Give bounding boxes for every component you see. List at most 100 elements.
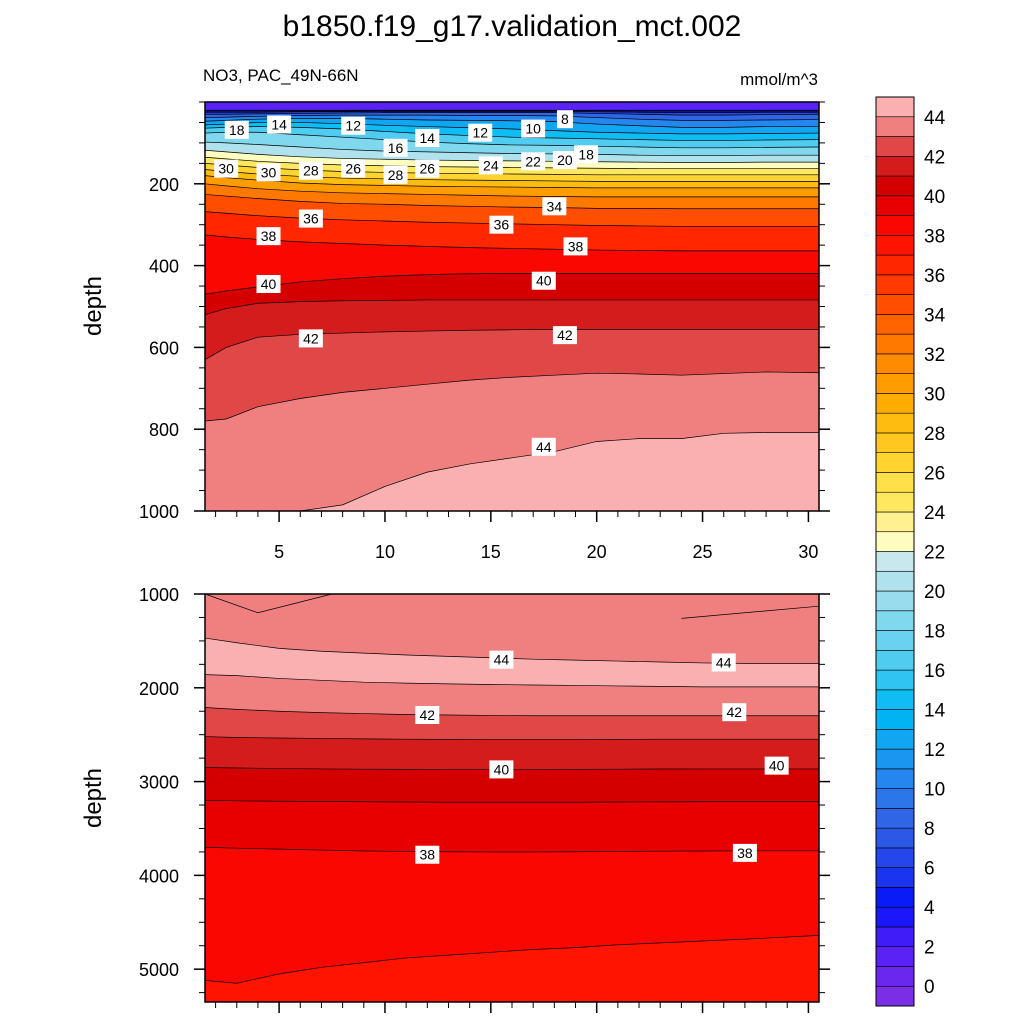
bottom-contour-lines — [204, 637, 820, 984]
isoline-30 — [204, 175, 819, 189]
band-37 — [205, 935, 819, 1002]
isoline-41 — [204, 736, 819, 740]
contour-label-text: 30 — [261, 164, 277, 180]
y-tick-label: 600 — [149, 338, 179, 358]
contour-label-box — [415, 705, 440, 724]
colorbar-swatch — [875, 808, 915, 829]
contour-label-box — [383, 138, 408, 157]
contour-label-box — [256, 163, 281, 182]
y-tick-label: 1000 — [139, 585, 179, 605]
colorbar-swatch — [875, 966, 915, 987]
colorbar-tick-label: 32 — [924, 345, 945, 366]
colorbar-swatch — [875, 254, 915, 276]
contour-label: 42 — [552, 326, 577, 345]
contour-label: 26 — [341, 159, 366, 178]
colorbar-swatch — [875, 788, 915, 809]
chart-title: b1850.f19_g17.validation_mct.002 — [283, 10, 742, 43]
contour-label: 42 — [722, 703, 747, 722]
contour-label-text: 44 — [536, 439, 552, 455]
contour-label-box — [531, 271, 556, 290]
colorbar-tick-label: 40 — [924, 187, 945, 208]
contour-label-box — [256, 227, 281, 246]
contour-label: 36 — [489, 215, 514, 234]
colorbar-tick-label: 30 — [924, 384, 945, 405]
colorbar-swatch — [875, 432, 915, 453]
contour-label-box — [267, 115, 292, 134]
contour-label-box — [552, 326, 577, 345]
colorbar-swatch — [875, 729, 915, 750]
contour-label-text: 18 — [229, 122, 245, 138]
colorbar-tick-label: 6 — [924, 859, 935, 880]
colorbar-swatch — [875, 689, 915, 710]
colorbar: 0246810121416182022242628303234363840424… — [875, 96, 946, 1007]
y-tick-label: 400 — [149, 257, 179, 277]
colorbar-swatch — [875, 333, 915, 355]
contour-label-box — [521, 119, 546, 138]
y-tick-label: 2000 — [139, 679, 179, 699]
bottom-contour-labels: 44 44 42 42 40 40 38 38 — [415, 650, 789, 864]
contour-label-box — [468, 123, 493, 142]
contour-label: 38 — [732, 843, 757, 862]
contour-label-box — [764, 756, 789, 775]
colorbar-tick-label: 26 — [924, 463, 945, 484]
contour-label-text: 14 — [420, 130, 436, 146]
x-tick-label: 15 — [481, 542, 501, 562]
y-tick-label: 200 — [149, 175, 179, 195]
colorbar-tick-label: 10 — [924, 780, 945, 801]
colorbar-swatch — [875, 985, 915, 1007]
contour-label-box — [298, 209, 323, 228]
colorbar-swatch — [875, 412, 915, 434]
contour-label: 44 — [489, 650, 514, 669]
right-subtitle: mmol/m^3 — [740, 70, 818, 89]
isoline-39 — [204, 799, 819, 803]
isoline-32 — [204, 183, 819, 198]
y-tick-label: 3000 — [139, 773, 179, 793]
contour-label-box — [556, 110, 573, 129]
contour-label-box — [489, 215, 514, 234]
y-tick-label: 5000 — [139, 960, 179, 980]
colorbar-tick-label: 24 — [924, 503, 946, 524]
contour-label: 34 — [542, 197, 567, 216]
contour-label-box — [415, 128, 440, 147]
colorbar-swatch — [875, 906, 915, 928]
colorbar-tick-label: 20 — [924, 582, 945, 603]
colorbar-swatch — [875, 709, 915, 730]
top-y-axis-label: depth — [80, 276, 107, 336]
colorbar-swatch — [875, 452, 915, 473]
contour-label-box — [531, 437, 556, 456]
x-tick-label: 20 — [587, 542, 607, 562]
band-44 — [300, 432, 819, 511]
contour-label-text: 40 — [536, 273, 552, 289]
colorbar-swatch — [875, 314, 915, 335]
contour-label: 38 — [563, 237, 588, 256]
contour-label-text: 26 — [420, 161, 436, 177]
contour-label-text: 10 — [525, 121, 541, 137]
contour-label: 36 — [298, 209, 323, 228]
contour-label: 14 — [267, 115, 292, 134]
y-tick-label: 1000 — [139, 502, 179, 522]
bottom-y-axis-label: depth — [80, 768, 107, 828]
colorbar-swatch — [875, 373, 915, 394]
contour-label: 28 — [298, 161, 323, 180]
contour-label-text: 38 — [568, 238, 584, 254]
isoline-41 — [204, 299, 819, 316]
isoline-38 — [204, 846, 819, 853]
colorbar-swatch — [875, 551, 915, 572]
contour-label-text: 22 — [525, 153, 541, 169]
contour-label: 22 — [521, 152, 546, 171]
contour-label-text: 12 — [345, 118, 361, 134]
colorbar-tick-label: 0 — [924, 977, 935, 998]
contour-label-text: 28 — [388, 167, 404, 183]
colorbar-tick-label: 22 — [924, 543, 945, 564]
colorbar-swatch — [875, 136, 915, 157]
contour-label-box — [521, 152, 546, 171]
bottom-panel: depth 44 44 42 42 40 40 38 38 1000 2000 3000 4000 5… — [80, 585, 830, 1013]
colorbar-swatch — [875, 827, 915, 849]
contour-label-text: 36 — [303, 211, 319, 227]
colorbar-tick-label: 8 — [924, 819, 935, 840]
isoline-34 — [204, 194, 819, 210]
contour-label-text: 20 — [557, 152, 573, 168]
x-tick-label: 5 — [274, 542, 284, 562]
colorbar-swatch — [875, 491, 915, 513]
contour-label-text: 26 — [345, 161, 361, 177]
